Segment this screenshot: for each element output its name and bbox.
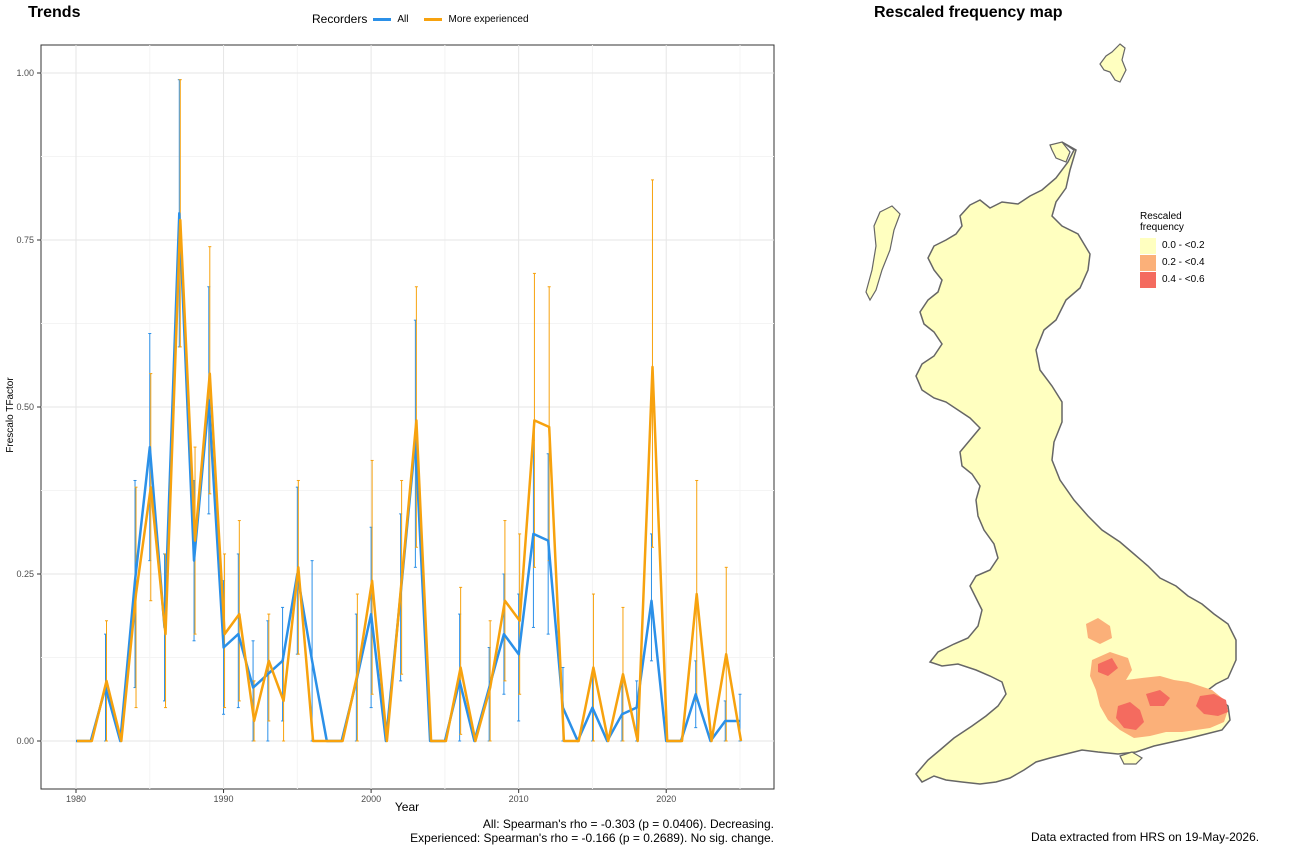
error-bar	[267, 613, 271, 722]
y-tick-label: 0.25	[16, 569, 34, 579]
legend-swatch-all	[373, 17, 392, 21]
y-tick-label: 0.50	[16, 402, 34, 412]
chart-legend: Recorders All More experienced	[312, 12, 539, 26]
map-legend-row-2: 0.4 - <0.6	[1140, 271, 1205, 288]
great-britain-outline	[915, 141, 1237, 785]
error-bar	[370, 459, 374, 695]
error-bar	[414, 286, 418, 548]
error-bar	[650, 179, 654, 548]
series-lines	[76, 212, 743, 743]
error-bar	[208, 246, 212, 495]
y-tick-label: 0.75	[16, 235, 34, 245]
legend-swatch-experienced	[424, 17, 443, 21]
stats-line-experienced: Experienced: Spearman's rho = -0.166 (p …	[410, 831, 774, 845]
series-line-experienced	[77, 218, 743, 743]
map-legend-swatch-2	[1140, 271, 1156, 288]
map-legend-label-1: 0.2 - <0.4	[1162, 257, 1205, 268]
map-title: Rescaled frequency map	[874, 4, 1063, 21]
legend-title: Recorders	[312, 12, 368, 26]
patch-0.4-0.6-mid	[1146, 690, 1170, 706]
x-tick-label: 2000	[361, 794, 381, 804]
isle-of-wight	[1119, 751, 1143, 765]
error-bar	[459, 586, 463, 735]
x-axis-label: Year	[395, 800, 419, 814]
y-tick-label: 0.00	[16, 736, 34, 746]
error-bar	[252, 680, 256, 742]
legend-label-all: All	[397, 13, 409, 25]
map-legend-swatch-0	[1140, 237, 1156, 254]
stats-text: All: Spearman's rho = -0.303 (p = 0.0406…	[410, 817, 774, 845]
axis-ticks: 0.00 0.25 0.50 0.75 1.00 1980 1990 2000 2010 2020	[16, 68, 676, 804]
patch-0.4-0.6-central	[1116, 702, 1144, 730]
error-bar	[237, 520, 241, 702]
x-tick-label: 2010	[509, 794, 529, 804]
trend-chart: 0.00 0.25 0.50 0.75 1.00 1980 1990 2000 2010 2020…	[5, 44, 775, 814]
legend-label-experienced: More experienced	[448, 13, 529, 25]
map-caption: Data extracted from HRS on 19-May-2026.	[1031, 830, 1260, 844]
x-tick-label: 1990	[214, 794, 234, 804]
stats-line-all: All: Spearman's rho = -0.303 (p = 0.0406…	[482, 817, 774, 831]
frequency-map	[865, 43, 1237, 785]
map-legend: Rescaled frequency 0.0 - <0.2 0.2 - <0.4…	[1140, 211, 1205, 288]
map-legend-title-2: frequency	[1140, 222, 1184, 233]
shetland-islands	[1099, 43, 1127, 83]
plot-panel	[40, 44, 775, 790]
patch-0.2-0.4-north	[1086, 618, 1112, 644]
outer-hebrides	[865, 205, 901, 302]
x-tick-label: 1980	[66, 794, 86, 804]
trends-title: Trends	[28, 4, 81, 21]
map-legend-row-1: 0.2 - <0.4	[1140, 254, 1205, 271]
x-tick-label: 2020	[656, 794, 676, 804]
map-legend-label-0: 0.0 - <0.2	[1162, 240, 1205, 251]
patch-0.4-0.6-east	[1196, 694, 1228, 716]
map-legend-swatch-1	[1140, 254, 1156, 271]
y-axis-label: Frescalo TFactor	[5, 377, 16, 453]
patch-0.4-0.6-west	[1098, 658, 1118, 676]
map-legend-row-0: 0.0 - <0.2	[1140, 237, 1205, 254]
map-legend-label-2: 0.4 - <0.6	[1162, 274, 1205, 285]
y-tick-label: 1.00	[16, 68, 34, 78]
map-legend-title-1: Rescaled	[1140, 211, 1182, 222]
